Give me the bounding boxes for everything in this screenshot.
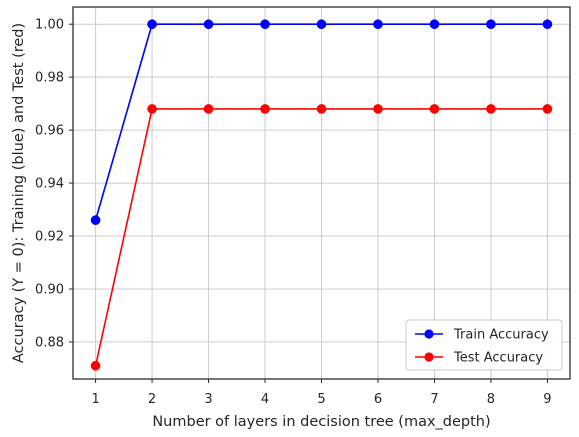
- data-point: [203, 104, 214, 114]
- y-tick-label: 0.96: [35, 124, 64, 139]
- y-tick-label: 0.88: [35, 335, 64, 350]
- x-tick-label: 2: [148, 392, 156, 407]
- legend-marker: [424, 352, 434, 362]
- x-tick-label: 4: [261, 392, 269, 407]
- data-point: [486, 104, 496, 114]
- y-axis-ticks: 0.88 0.90 0.92 0.94 0.96 0.98 1.00: [35, 18, 73, 350]
- data-point: [542, 19, 553, 30]
- data-point: [429, 104, 440, 114]
- legend-box: [405, 319, 563, 371]
- x-tick-label: 7: [430, 392, 438, 407]
- data-point: [316, 104, 327, 114]
- x-tick-label: 3: [204, 392, 212, 407]
- series-layer: [90, 19, 553, 371]
- x-tick-label: 8: [487, 392, 495, 407]
- legend-label: Train Accuracy: [453, 328, 549, 343]
- x-axis-ticks: 1 2 3 4 5 6 7 8 9: [91, 379, 552, 407]
- data-point: [373, 19, 383, 30]
- grid-lines: [73, 7, 570, 379]
- x-tick-label: 5: [317, 392, 325, 407]
- series-test: [90, 104, 553, 371]
- data-point: [147, 104, 157, 114]
- data-point: [542, 104, 553, 114]
- data-point: [429, 19, 440, 30]
- legend-item: Test Accuracy: [415, 351, 543, 366]
- data-point: [203, 19, 214, 30]
- series-train: [90, 19, 553, 225]
- legend-marker: [424, 329, 434, 339]
- legend-label: Test Accuracy: [453, 351, 543, 366]
- y-tick-label: 0.98: [35, 71, 64, 86]
- y-tick-label: 0.90: [35, 282, 64, 297]
- x-tick-label: 6: [374, 392, 382, 407]
- y-tick-label: 0.94: [35, 177, 64, 192]
- x-tick-label: 1: [91, 392, 99, 407]
- data-point: [373, 104, 383, 114]
- data-point: [90, 360, 101, 371]
- data-point: [316, 19, 327, 30]
- data-point: [90, 215, 101, 225]
- data-point: [260, 104, 270, 114]
- data-point: [486, 19, 496, 30]
- legend-item: Train Accuracy: [415, 328, 549, 343]
- y-axis-label: Accuracy (Y = 0): Training (blue) and Te…: [11, 23, 27, 363]
- x-tick-label: 9: [543, 392, 551, 407]
- y-tick-label: 1.00: [35, 18, 64, 33]
- data-point: [260, 19, 270, 30]
- y-tick-label: 0.92: [35, 230, 64, 245]
- legend: Train Accuracy Test Accuracy: [405, 319, 563, 371]
- x-axis-label: Number of layers in decision tree (max_d…: [152, 414, 490, 430]
- data-point: [147, 19, 157, 30]
